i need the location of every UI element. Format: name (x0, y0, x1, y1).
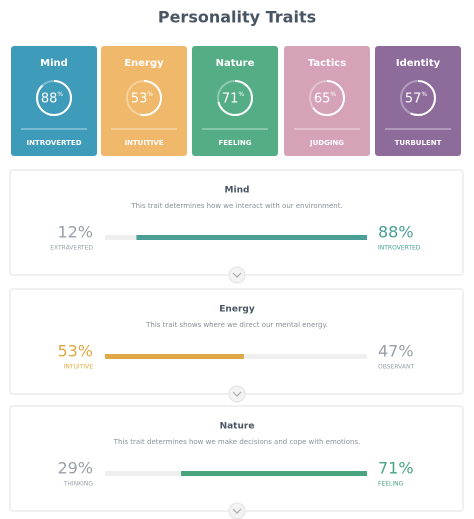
left-percent: 12% (57, 223, 93, 242)
section-title: Nature (220, 422, 255, 432)
card-title: Identity (396, 58, 441, 69)
page-title: Personality Traits (158, 8, 316, 27)
chevron-icon (232, 272, 242, 278)
expand-button (228, 502, 246, 519)
section-title: Mind (225, 186, 250, 196)
card-title: Mind (40, 58, 68, 69)
left-percent: 29% (57, 459, 93, 478)
left-label: EXTRAVERTED (50, 245, 93, 252)
expand-button (228, 385, 246, 403)
card-title: Nature (216, 58, 255, 69)
section-description: This trait determines how we interact wi… (130, 202, 342, 210)
chevron-icon (232, 391, 242, 397)
ring-arc (126, 80, 162, 116)
card-title: Energy (124, 58, 164, 69)
card-label: INTUITIVE (124, 139, 163, 147)
section-description: This trait determines how we make decisi… (113, 438, 361, 446)
card-label: JUDGING (309, 139, 344, 147)
ring-unit: % (57, 91, 63, 98)
bar-fill (136, 235, 367, 240)
card-title: Tactics (308, 58, 346, 69)
right-percent: 71% (378, 459, 414, 478)
right-label: INTROVERTED (378, 245, 421, 252)
right-label: FEELING (378, 481, 404, 488)
bar-fill (105, 354, 244, 359)
expand-button (228, 266, 246, 284)
ring-arc (217, 80, 253, 116)
right-percent: 88% (378, 223, 414, 242)
left-label: THINKING (63, 481, 94, 488)
right-percent: 47% (378, 342, 414, 361)
card-label: TURBULENT (395, 139, 442, 147)
chevron-icon (232, 508, 242, 514)
ring-unit: % (330, 91, 336, 98)
right-label: OBSERVANT (378, 364, 414, 371)
left-label: INTUITIVE (64, 364, 94, 371)
card-label: INTROVERTED (26, 139, 81, 147)
ring-unit: % (238, 91, 244, 98)
ring-unit: % (147, 91, 153, 98)
ring-arc (36, 80, 72, 116)
section-title: Energy (219, 305, 255, 315)
card-label: FEELING (218, 139, 251, 147)
ring-arc (309, 80, 345, 116)
bar-fill (180, 471, 367, 476)
ring-arc (400, 80, 436, 116)
left-percent: 53% (57, 342, 93, 361)
section-description: This trait shows where we direct our men… (145, 321, 328, 329)
ring-unit: % (421, 91, 427, 98)
